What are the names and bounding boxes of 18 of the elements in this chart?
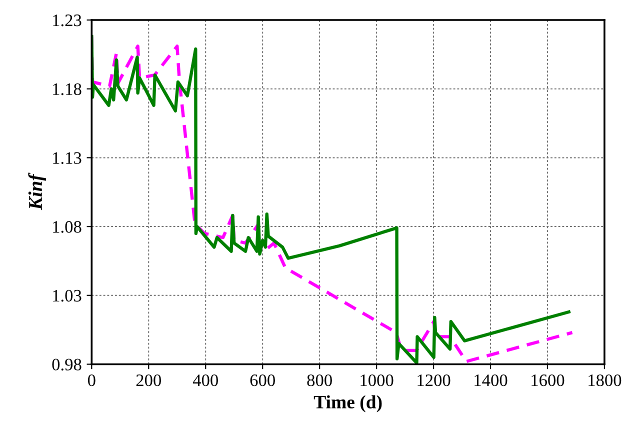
y-tick-label: 0.98 bbox=[52, 358, 82, 370]
x-tick-label: 1600 bbox=[532, 374, 564, 386]
y-tick-label: 1.13 bbox=[53, 152, 82, 164]
x-axis-title: Time (d) bbox=[314, 395, 382, 412]
y-axis-title: Kinf bbox=[28, 172, 46, 210]
y-tick-label: 1.03 bbox=[53, 290, 82, 302]
x-tick-label: 200 bbox=[136, 374, 161, 386]
x-tick-label: 0 bbox=[88, 374, 96, 386]
x-tick-label: 400 bbox=[192, 374, 218, 386]
x-tick-label: 1000 bbox=[360, 374, 394, 386]
x-tick-label: 600 bbox=[250, 374, 275, 386]
x-tick-label: 800 bbox=[307, 374, 332, 386]
x-tick-label: 1400 bbox=[474, 374, 508, 386]
x-tick-label: 1200 bbox=[418, 374, 450, 386]
x-tick-label: 1800 bbox=[588, 374, 622, 386]
y-tick-label: 1.23 bbox=[53, 14, 82, 26]
y-tick-label: 1.08 bbox=[53, 221, 82, 233]
y-tick-label: 1.18 bbox=[53, 83, 82, 96]
